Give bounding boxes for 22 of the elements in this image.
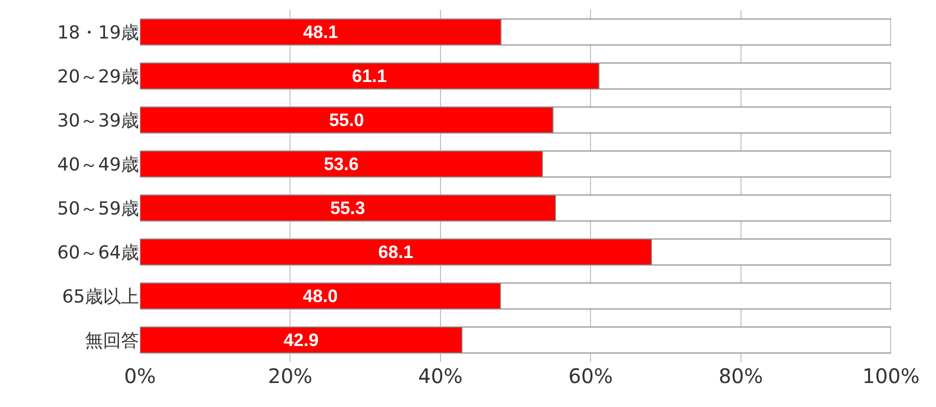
y-tick-label: 20～29歳 <box>57 66 139 88</box>
data-label: 48.0 <box>302 286 338 306</box>
y-tick-label: 40～49歳 <box>57 154 139 176</box>
data-label: 55.3 <box>330 198 366 218</box>
y-tick-label: 65歳以上 <box>62 286 139 308</box>
x-tick-label: 60% <box>568 364 613 388</box>
data-label: 55.0 <box>329 110 364 130</box>
y-tick-label: 30～39歳 <box>57 110 139 132</box>
y-tick-label: 無回答 <box>85 330 139 352</box>
x-tick-label: 0% <box>124 364 156 388</box>
x-tick-label: 80% <box>718 364 764 388</box>
x-tick-label: 40% <box>418 364 463 388</box>
y-tick-label: 50～59歳 <box>57 198 139 220</box>
data-label: 68.1 <box>378 242 414 262</box>
data-label: 53.6 <box>324 154 359 174</box>
y-tick-label: 60～64歳 <box>57 242 139 264</box>
x-tick-label: 20% <box>268 364 312 388</box>
y-tick-label: 18・19歳 <box>57 22 139 44</box>
data-label: 48.1 <box>303 22 338 42</box>
x-tick-label: 100% <box>862 364 920 388</box>
data-label: 42.9 <box>284 330 319 350</box>
data-label: 61.1 <box>352 66 387 86</box>
